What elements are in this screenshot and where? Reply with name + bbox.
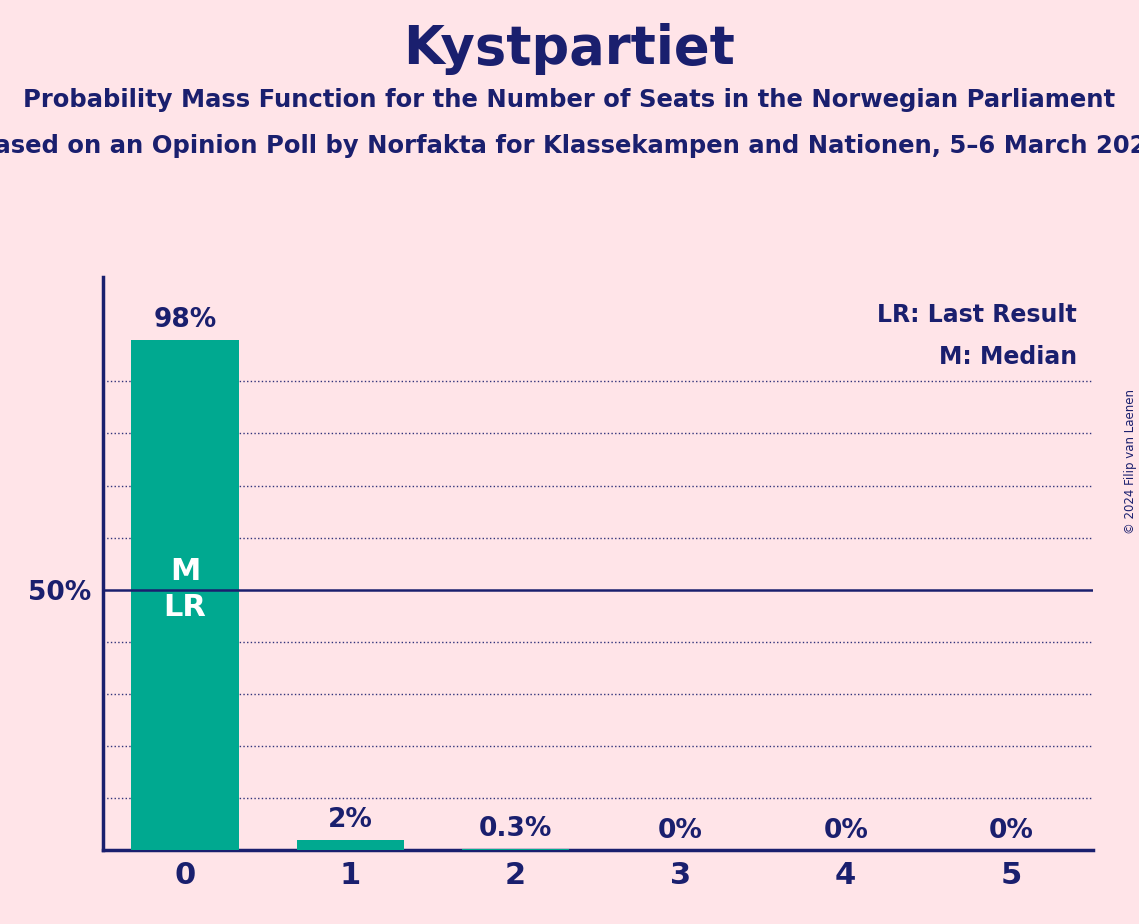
Text: M
LR: M LR [164,557,206,622]
Bar [296,840,404,850]
Text: 0.3%: 0.3% [478,816,552,843]
Text: © 2024 Filip van Laenen: © 2024 Filip van Laenen [1124,390,1137,534]
Bar [461,848,570,850]
Text: 98%: 98% [154,308,216,334]
Text: Based on an Opinion Poll by Norfakta for Klassekampen and Nationen, 5–6 March 20: Based on an Opinion Poll by Norfakta for… [0,134,1139,158]
Text: 2%: 2% [328,808,372,833]
Text: 0%: 0% [989,818,1033,844]
Text: Kystpartiet: Kystpartiet [403,23,736,75]
Text: LR: Last Result: LR: Last Result [877,303,1077,327]
Text: M: Median: M: Median [939,345,1077,369]
Text: 0%: 0% [823,818,868,844]
Text: Probability Mass Function for the Number of Seats in the Norwegian Parliament: Probability Mass Function for the Number… [24,88,1115,112]
Bar [131,340,239,850]
Text: 0%: 0% [658,818,703,844]
